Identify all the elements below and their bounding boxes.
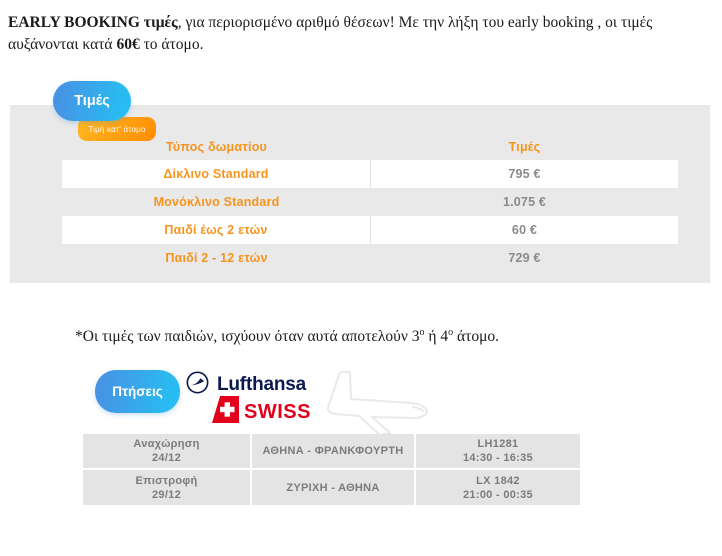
intro-tail-text: το άτομο. — [139, 36, 204, 53]
swiss-wordmark: SWISS — [244, 400, 311, 423]
note-superscript: ο — [419, 327, 425, 338]
note-prefix: *Οι τιμές των παιδιών, ισχύουν όταν αυτά… — [75, 328, 420, 346]
flight-number: LX 1842 — [476, 474, 520, 487]
flight-info-cell: LX 1842 21:00 - 00:35 — [416, 470, 580, 505]
room-price-cell: 795 € — [508, 167, 541, 181]
intro-price-bold: 60€ — [116, 36, 140, 53]
note-mid: ή 4 — [424, 328, 449, 346]
flight-table: Αναχώρηση 24/12 ΑΘΗΝΑ - ΦΡΑΝΚΦΟΥΡΤΗ LH12… — [83, 434, 580, 507]
room-type-cell: Δίκλινο Standard — [62, 160, 371, 188]
flight-row-departure: Αναχώρηση 24/12 ΑΘΗΝΑ - ΦΡΑΝΚΦΟΥΡΤΗ LH12… — [83, 434, 580, 468]
flight-leg-cell: Επιστροφή 29/12 — [83, 470, 250, 505]
room-price-cell: 1.075 € — [502, 195, 547, 209]
room-price-cell: 60 € — [511, 223, 538, 237]
room-type-cell: Μονόκλινο Standard — [153, 195, 280, 209]
flight-route-cell: ΑΘΗΝΑ - ΦΡΑΝΚΦΟΥΡΤΗ — [252, 434, 414, 468]
flight-leg-label: Επιστροφή — [135, 474, 198, 487]
airplane-outline-icon — [312, 365, 442, 445]
room-type-cell: Παιδί 2 - 12 ετών — [165, 251, 268, 265]
flight-times: 21:00 - 00:35 — [463, 488, 533, 501]
swiss-logo: SWISS — [212, 396, 311, 428]
lufthansa-crane-icon — [186, 371, 209, 399]
room-price-cell: 729 € — [508, 251, 541, 265]
children-price-note: *Οι τιμές των παιδιών, ισχύουν όταν αυτά… — [75, 327, 499, 346]
note-suffix: άτομο. — [453, 328, 500, 346]
flight-route-cell: ΖΥΡΙΧΗ - ΑΘΗΝΑ — [252, 470, 414, 505]
flights-tab-button[interactable]: Πτήσεις — [95, 370, 180, 413]
lufthansa-wordmark: Lufthansa — [217, 374, 306, 395]
table-row: Δίκλινο Standard 795 € — [62, 160, 678, 188]
table-row: Παιδί έως 2 ετών 60 € — [62, 216, 678, 244]
flight-leg-cell: Αναχώρηση 24/12 — [83, 434, 250, 468]
flight-row-return: Επιστροφή 29/12 ΖΥΡΙΧΗ - ΑΘΗΝΑ LX 1842 2… — [83, 470, 580, 505]
swiss-cross-icon — [212, 396, 239, 428]
lufthansa-logo: Lufthansa — [186, 371, 306, 399]
room-type-cell: Παιδί έως 2 ετών — [62, 216, 371, 244]
note-superscript: ο — [448, 327, 454, 338]
early-booking-intro: EARLY BOOKING τιμές, για περιορισμένο αρ… — [8, 12, 708, 56]
flight-date: 29/12 — [151, 488, 182, 501]
flight-leg-label: Αναχώρηση — [133, 438, 200, 450]
flight-times: 14:30 - 16:35 — [463, 452, 533, 464]
prices-tab-button[interactable]: Τιμές — [53, 81, 131, 121]
flight-number: LH1281 — [477, 438, 519, 450]
price-table-header-type: Τύπος δωματίου — [165, 139, 268, 154]
price-table-header-row: Τύπος δωματίου Τιμές — [62, 133, 678, 160]
price-per-person-tag: Τιμή κατ' άτομο — [78, 117, 156, 141]
intro-mid-text: , για περιορισμένο αριθμό θέσεων! Με την… — [8, 14, 653, 53]
table-row: Παιδί 2 - 12 ετών 729 € — [62, 244, 678, 272]
table-row: Μονόκλινο Standard 1.075 € — [62, 188, 678, 216]
flight-info-cell: LH1281 14:30 - 16:35 — [416, 434, 580, 468]
intro-lead-bold: EARLY BOOKING τιμές — [8, 14, 178, 31]
flight-date: 24/12 — [151, 452, 182, 464]
price-table: Τύπος δωματίου Τιμές Δίκλινο Standard 79… — [62, 133, 678, 272]
price-table-header-price: Τιμές — [508, 139, 541, 154]
